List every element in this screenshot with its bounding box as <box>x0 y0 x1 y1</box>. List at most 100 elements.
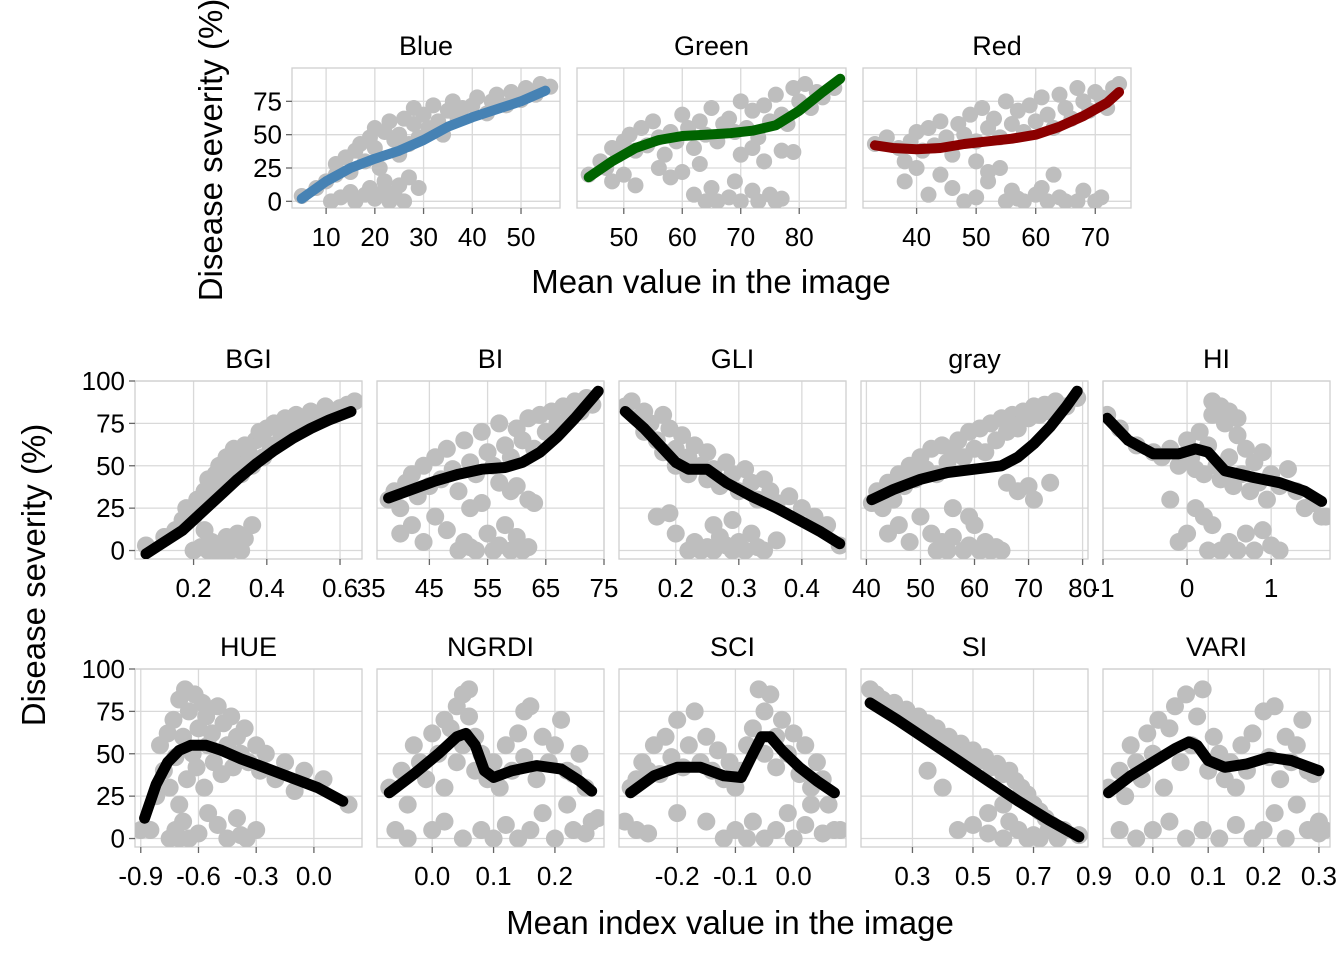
bottom-y-axis-label: Disease severity (%) <box>15 424 52 727</box>
data-point <box>622 392 641 411</box>
data-point <box>908 160 925 176</box>
data-point <box>797 76 814 92</box>
data-point <box>1093 189 1110 206</box>
panel-frame <box>1102 380 1331 560</box>
data-point <box>948 821 967 840</box>
data-point <box>767 531 786 550</box>
data-point <box>1033 89 1050 106</box>
data-point <box>402 516 421 535</box>
data-point <box>761 685 780 704</box>
data-point <box>1045 166 1062 183</box>
data-point <box>488 86 505 103</box>
data-point <box>391 499 410 518</box>
data-point <box>1257 490 1276 509</box>
data-point <box>685 702 704 721</box>
data-point <box>197 707 216 726</box>
data-point <box>767 821 786 840</box>
x-tick-label: 0.5 <box>955 861 991 891</box>
x-tick-label: 50 <box>962 222 991 252</box>
plot-area <box>619 680 846 847</box>
data-point <box>666 524 685 543</box>
x-tick-label: 50 <box>609 222 638 252</box>
data-point <box>621 126 638 143</box>
data-point <box>755 541 774 559</box>
data-point <box>660 504 679 523</box>
x-tick-label: 0.1 <box>1190 861 1226 891</box>
x-tick-label: 0.4 <box>784 573 820 603</box>
data-point <box>708 741 727 760</box>
data-point <box>1160 812 1179 831</box>
data-point <box>633 120 650 136</box>
trend-line <box>140 406 357 559</box>
trend-line <box>619 406 846 550</box>
data-point <box>460 680 479 699</box>
data-point <box>960 507 979 526</box>
data-point <box>285 782 304 801</box>
data-point <box>164 710 183 729</box>
x-tick-label: 80 <box>785 222 814 252</box>
data-point <box>202 724 221 743</box>
x-tick-label: 40 <box>852 573 881 603</box>
x-tick-label: 40 <box>902 222 931 252</box>
data-point <box>767 86 784 103</box>
data-point <box>400 169 417 186</box>
plot-area <box>861 680 1088 847</box>
data-point <box>235 529 254 548</box>
data-point <box>639 824 658 843</box>
bottom-x-axis-label: Mean index value in the image <box>506 904 954 941</box>
plot-area <box>380 680 604 847</box>
data-point <box>773 190 790 207</box>
x-tick-label: 0.3 <box>894 861 930 891</box>
data-point <box>723 511 742 530</box>
x-tick-label: 30 <box>409 222 438 252</box>
data-point <box>222 707 241 726</box>
data-point <box>1039 106 1056 123</box>
panel-title: SCI <box>710 632 755 662</box>
data-point <box>1245 541 1264 559</box>
x-tick-label: 0.2 <box>1245 861 1281 891</box>
data-point <box>918 761 937 780</box>
data-point <box>460 707 479 726</box>
trend-line <box>383 385 604 504</box>
data-point <box>1069 80 1086 96</box>
data-point <box>703 180 720 196</box>
data-point <box>1138 724 1157 743</box>
data-point <box>807 753 826 772</box>
plot-area <box>136 392 362 559</box>
data-point <box>974 100 991 116</box>
data-point <box>1019 477 1038 496</box>
data-point <box>691 113 708 130</box>
data-point <box>943 527 962 546</box>
panel-gli: GLI 0.2 0.3 0.4 <box>618 344 847 603</box>
x-tick-label: 0.0 <box>296 861 332 891</box>
data-point <box>976 443 995 462</box>
data-point <box>423 724 442 743</box>
data-point <box>410 180 427 196</box>
x-tick-label: -0.9 <box>118 861 163 891</box>
data-point <box>193 693 212 712</box>
panel-title: BGI <box>225 344 272 374</box>
data-point <box>276 753 295 772</box>
data-point <box>187 758 206 777</box>
data-point <box>674 106 691 123</box>
data-point <box>507 527 526 546</box>
x-tick-label: -0.1 <box>713 861 758 891</box>
plot-area <box>1103 680 1330 847</box>
panel-title: gray <box>948 344 1001 374</box>
trend-line <box>864 697 1085 843</box>
x-tick-label: 0.0 <box>1135 861 1171 891</box>
data-point <box>507 477 526 496</box>
data-point <box>743 812 762 831</box>
data-point <box>1226 778 1245 797</box>
plot-area <box>293 76 559 208</box>
x-tick-label: 0.0 <box>776 861 812 891</box>
data-point <box>673 426 692 445</box>
data-point <box>545 829 564 847</box>
data-point <box>1177 685 1196 704</box>
data-point <box>1265 804 1284 823</box>
panel-frame <box>376 668 605 848</box>
data-point <box>896 153 913 170</box>
data-point <box>721 110 738 127</box>
data-point <box>979 804 998 823</box>
